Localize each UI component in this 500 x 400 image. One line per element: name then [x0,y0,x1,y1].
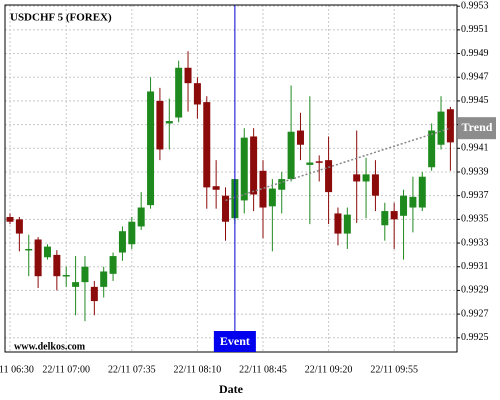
candle-body [296,130,304,145]
y-tick-label: 0.9927 [461,308,489,319]
candle-body [268,188,276,207]
candle-body [250,136,258,195]
candle-body [34,239,42,277]
candle-body [400,195,408,216]
candle-body [362,174,370,182]
candle-body [409,196,417,208]
y-tick-label: 0.9935 [461,214,489,225]
candle-body [128,221,136,245]
candle-body [43,246,51,258]
candle-body [240,137,248,201]
candle-body [353,174,361,182]
candle-body [222,195,230,222]
candle-body [109,256,117,274]
candle-body [212,186,220,190]
event-label: Event [220,334,250,348]
y-tick-label: 0.9947 [461,72,489,83]
candle-body [418,176,426,208]
candle-body [25,248,33,251]
candle-body [100,271,108,287]
y-tick-label: 0.9933 [461,237,489,248]
candle-body [81,266,89,283]
x-tick-label: 22/11 09:55 [370,364,418,375]
y-tick-label: 0.9925 [461,332,489,343]
x-tick-label: 22/11 06:30 [0,364,34,375]
y-tick-label: 0.9949 [461,48,489,59]
y-tick-label: 0.9951 [461,24,489,35]
candle-body [287,131,295,180]
candle-body [325,160,333,193]
x-axis-label: Date [219,382,244,396]
candle-body [6,216,14,222]
candle-body [118,231,126,253]
candle-body [315,161,323,163]
candle-body [147,91,155,206]
candle-body [390,211,398,220]
candles [6,51,454,322]
candle-body [428,130,436,168]
y-tick-label: 0.9953 [461,0,489,11]
candle-body [381,211,389,226]
candle-body [62,275,70,277]
x-tick-label: 22/11 07:35 [108,364,156,375]
trend-label-box [458,117,496,140]
candle-body [156,100,164,150]
candle-body [446,109,454,143]
candle-body [15,219,23,234]
x-tick-label: 22/11 09:20 [305,364,353,375]
candle-body [72,282,80,287]
trend-line [225,127,451,202]
watermark: www.delkos.com [14,341,86,352]
y-tick-label: 0.9929 [461,285,489,296]
candle-body [165,121,173,124]
trend-label: Trend [462,120,493,134]
candle-body [184,67,192,84]
x-tick-label: 22/11 07:00 [42,364,90,375]
candle-body [203,102,211,188]
candle-body [259,170,267,208]
x-tick-label: 22/11 08:10 [174,364,222,375]
candle-body [437,111,445,145]
y-tick-label: 0.9945 [461,95,489,106]
candle-body [53,254,61,277]
candle-body [343,214,351,234]
candle-body [193,83,201,105]
candle-body [278,179,286,190]
x-tick-label: 22/11 08:45 [239,364,287,375]
candle-body [371,174,379,196]
candle-body [334,213,342,234]
y-tick-label: 0.9931 [461,261,489,272]
candle-body [90,286,98,302]
y-tick-label: 0.9941 [461,143,489,154]
event-label-box [213,331,256,352]
candle-body [175,67,183,118]
y-tick-label: 0.9937 [461,190,489,201]
chart-title: USDCHF 5 (FOREX) [10,12,112,24]
y-tick-label: 0.9939 [461,166,489,177]
candle-body [137,207,145,227]
candle-body [306,162,314,165]
